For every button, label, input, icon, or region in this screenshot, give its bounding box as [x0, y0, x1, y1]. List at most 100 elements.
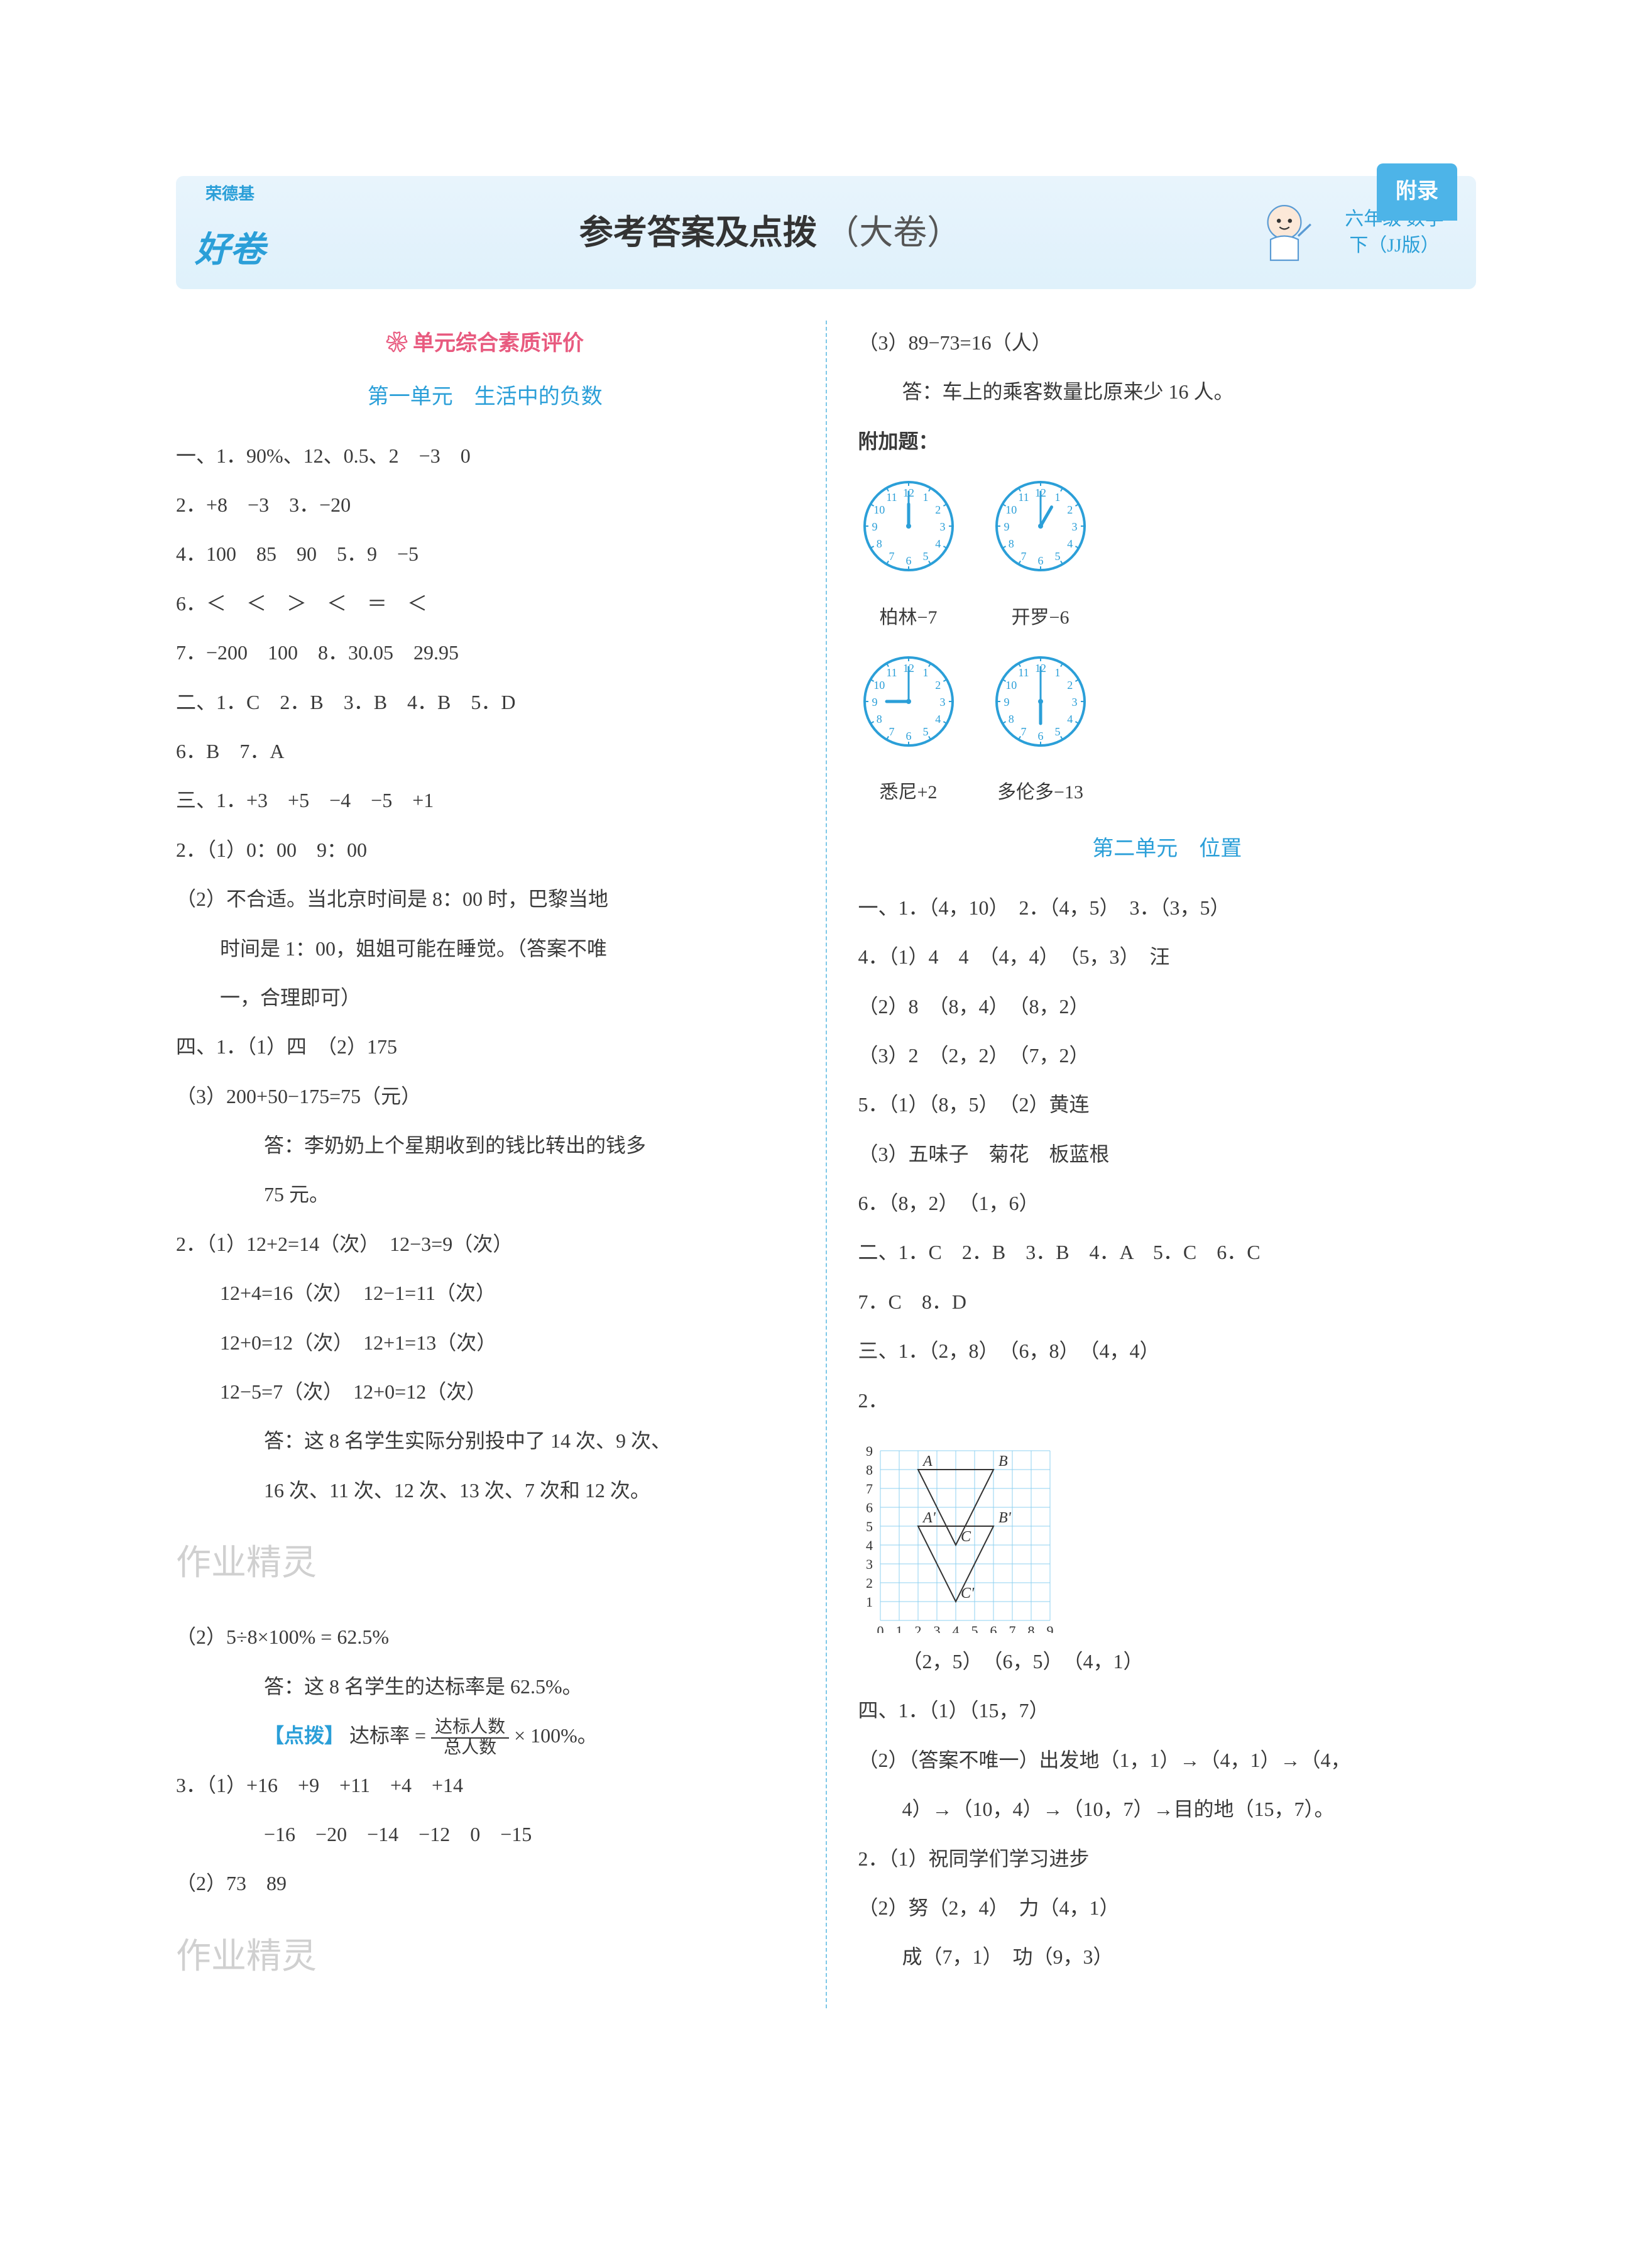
answer-line: 2．+8 −3 3．−20: [176, 483, 794, 527]
clock-label: 多伦多−13: [990, 772, 1091, 813]
left-column: 单元综合素质评价 第一单元 生活中的负数 一、1．90%、12、0.5、2 −3…: [176, 321, 794, 2008]
logo-bottom-text: 好卷: [195, 212, 265, 289]
right-column: （3）89−73=16（人） 答：车上的乘客数量比原来少 16 人。 附加题： …: [858, 321, 1477, 2008]
logo: 荣德基 好卷: [195, 176, 265, 289]
svg-text:5: 5: [971, 1623, 978, 1633]
answer-line: （2，5） （6，5） （4，1）: [858, 1639, 1477, 1683]
content-columns: 单元综合素质评价 第一单元 生活中的负数 一、1．90%、12、0.5、2 −3…: [176, 321, 1476, 2008]
answer-line: 4．100 85 90 5．9 −5: [176, 532, 794, 576]
answer-line: 3．（1）+16 +9 +11 +4 +14: [176, 1763, 794, 1807]
svg-text:9: 9: [1004, 696, 1009, 708]
hint-text: 达标率 =: [349, 1724, 431, 1747]
clock-row-1: 123456789101112 柏林−7 123456789101112 开罗−…: [858, 476, 1477, 638]
answer-line: （3）200+50−175=75（元）: [176, 1074, 794, 1118]
clock-icon: 123456789101112: [858, 651, 959, 752]
svg-text:9: 9: [872, 696, 877, 708]
column-divider: [826, 321, 827, 2008]
answer-text: 李奶奶上个星期收到的钱比转出的钱多: [304, 1134, 646, 1157]
svg-text:8: 8: [876, 537, 882, 550]
svg-text:9: 9: [872, 520, 877, 533]
svg-text:2: 2: [935, 679, 941, 691]
watermark: 作业精灵: [176, 1525, 794, 1602]
answer-line: 5．（1）（8，5） （2）黄连: [858, 1082, 1477, 1126]
section-eval-title: 单元综合素质评价: [176, 321, 794, 368]
answer-line: （2）8 （8，4） （8，2）: [858, 984, 1477, 1028]
answer-label: 答：: [264, 1429, 304, 1452]
svg-text:3: 3: [939, 520, 945, 533]
answer-line: （3）五味子 菊花 板蓝根: [858, 1132, 1477, 1176]
svg-text:2: 2: [1067, 503, 1073, 516]
svg-text:5: 5: [1054, 725, 1060, 737]
answer-line: 答：车上的乘客数量比原来少 16 人。: [858, 370, 1477, 414]
answer-line: 四、1．（1）（15，7）: [858, 1688, 1477, 1732]
answer-line: 答：这 8 名学生的达标率是 62.5%。: [176, 1664, 794, 1708]
svg-text:8: 8: [876, 713, 882, 725]
answer-line: 6．B 7．A: [176, 729, 794, 773]
grade-line2: 下（JJ版）: [1332, 233, 1457, 259]
answer-line: （2）努（2，4） 力（4，1）: [858, 1886, 1477, 1930]
appendix-tag: 附录: [1377, 163, 1457, 221]
svg-text:5: 5: [922, 550, 928, 563]
clock-icon: 123456789101112: [990, 476, 1091, 576]
svg-text:4: 4: [1067, 537, 1073, 550]
answer-line: 答：这 8 名学生实际分别投中了 14 次、9 次、: [176, 1419, 794, 1463]
answer-text: 车上的乘客数量比原来少 16 人。: [943, 380, 1234, 403]
svg-text:9: 9: [1046, 1623, 1053, 1633]
answer-line: 7．−200 100 8．30.05 29.95: [176, 630, 794, 674]
bonus-title: 附加题：: [858, 419, 1477, 463]
answer-line: 成（7，1） 功（9，3）: [858, 1935, 1477, 1979]
answer-line: （2）（答案不唯一）出发地（1，1）→（4，1）→（4，: [858, 1738, 1477, 1782]
answer-line: 4．（1）4 4 （4，4） （5，3） 汪: [858, 935, 1477, 979]
unit2-title: 第二单元 位置: [858, 826, 1477, 873]
clock-label: 开罗−6: [990, 597, 1091, 639]
svg-text:8: 8: [1008, 537, 1014, 550]
svg-text:11: 11: [1018, 666, 1029, 679]
answer-text: 这 8 名学生的达标率是 62.5%。: [304, 1675, 583, 1698]
clock-item: 123456789101112 柏林−7: [858, 476, 959, 638]
svg-text:4: 4: [866, 1537, 873, 1553]
clock-label: 悉尼+2: [858, 772, 959, 813]
svg-text:11: 11: [886, 491, 897, 503]
svg-text:3: 3: [866, 1556, 873, 1572]
svg-text:10: 10: [873, 503, 885, 516]
svg-text:6: 6: [905, 554, 911, 567]
svg-text:7: 7: [1020, 550, 1026, 563]
svg-text:7: 7: [866, 1481, 873, 1497]
answer-line: 12+4=16（次） 12−1=11（次）: [176, 1271, 794, 1315]
mascot-icon: [1250, 198, 1319, 267]
answer-line: 12+0=12（次） 12+1=13（次）: [176, 1321, 794, 1365]
svg-text:A: A: [922, 1453, 933, 1470]
svg-text:7: 7: [1009, 1623, 1015, 1633]
svg-text:1: 1: [922, 666, 928, 679]
clock-row-2: 123456789101112 悉尼+2 123456789101112 多伦多…: [858, 651, 1477, 813]
svg-text:4: 4: [935, 713, 941, 725]
answer-line: （2）不合适。当北京时间是 8：00 时，巴黎当地: [176, 877, 794, 921]
svg-text:1: 1: [1054, 491, 1060, 503]
answer-line: 三、1．+3 +5 −4 −5 +1: [176, 778, 794, 822]
watermark: 作业精灵: [176, 1918, 794, 1996]
svg-text:2: 2: [935, 503, 941, 516]
coordinate-grid-chart: 0112233445566778899ABA'B'CC': [858, 1429, 1063, 1633]
svg-text:7: 7: [889, 550, 894, 563]
svg-text:11: 11: [1018, 491, 1029, 503]
answer-line: 四、1．（1）四 （2）175: [176, 1025, 794, 1069]
fraction: 达标人数 总人数: [431, 1718, 509, 1758]
svg-text:B': B': [998, 1510, 1012, 1526]
answer-line: 一，合理即可）: [176, 976, 794, 1020]
svg-text:5: 5: [922, 725, 928, 737]
svg-text:3: 3: [1071, 520, 1077, 533]
svg-text:1: 1: [866, 1594, 873, 1610]
svg-text:3: 3: [939, 696, 945, 708]
answer-line: 二、1．C 2．B 3．B 4．B 5．D: [176, 680, 794, 724]
fraction-denominator: 总人数: [431, 1739, 509, 1758]
svg-text:7: 7: [1020, 725, 1026, 737]
answer-line: 2．: [858, 1378, 1477, 1422]
answer-line: −16 −20 −14 −12 0 −15: [176, 1812, 794, 1856]
unit1-title: 第一单元 生活中的负数: [176, 374, 794, 421]
svg-text:2: 2: [866, 1575, 873, 1591]
svg-text:10: 10: [1005, 503, 1017, 516]
svg-text:5: 5: [866, 1519, 873, 1534]
svg-text:8: 8: [1008, 713, 1014, 725]
svg-text:1: 1: [922, 491, 928, 503]
svg-text:4: 4: [1067, 713, 1073, 725]
